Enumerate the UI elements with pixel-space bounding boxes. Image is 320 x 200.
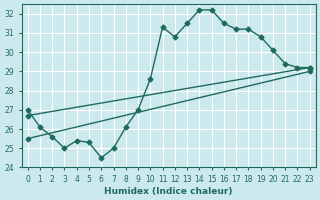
X-axis label: Humidex (Indice chaleur): Humidex (Indice chaleur) <box>104 187 233 196</box>
